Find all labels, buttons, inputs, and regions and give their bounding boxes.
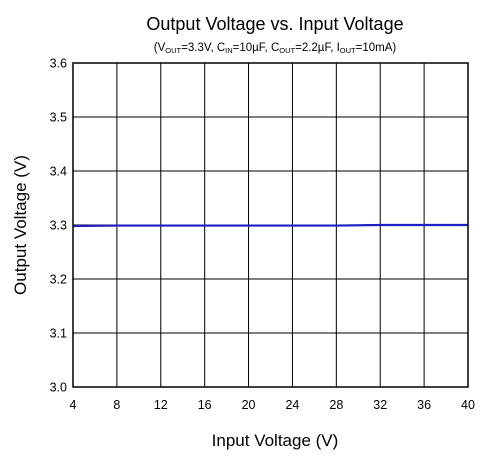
tick-labels: 4 8 12 16 20 24 28 32 36 40 3.0 3.1 3.2 3.3 3.4 3.5 3.6 <box>50 57 475 413</box>
x-tick-label: 8 <box>113 398 120 412</box>
x-tick-label: 16 <box>198 398 212 412</box>
y-tick-label: 3.3 <box>50 219 67 233</box>
x-tick-label: 4 <box>70 398 77 412</box>
plot-frame <box>72 62 469 388</box>
y-tick-label: 3.4 <box>50 165 67 179</box>
y-tick-label: 3.0 <box>50 381 67 395</box>
x-tick-label: 20 <box>242 398 256 412</box>
series-line <box>72 223 468 228</box>
x-tick-label: 24 <box>285 398 299 412</box>
y-axis-label: Output Voltage (V) <box>11 155 30 295</box>
x-tick-label: 12 <box>154 398 168 412</box>
y-tick-label: 3.5 <box>50 111 67 125</box>
y-tick-label: 3.2 <box>50 273 67 287</box>
x-tick-label: 36 <box>417 398 431 412</box>
y-tick-label: 3.1 <box>50 327 67 341</box>
x-axis-label: Input Voltage (V) <box>212 431 339 450</box>
y-tick-label: 3.6 <box>50 57 67 71</box>
chart-title: Output Voltage vs. Input Voltage <box>146 14 403 34</box>
x-tick-label: 40 <box>461 398 475 412</box>
series-layer <box>72 223 468 228</box>
x-tick-label: 32 <box>373 398 387 412</box>
x-tick-label: 28 <box>329 398 343 412</box>
chart-subtitle: (VOUT=3.3V, CIN=10µF, COUT=2.2µF, IOUT=1… <box>154 42 397 55</box>
